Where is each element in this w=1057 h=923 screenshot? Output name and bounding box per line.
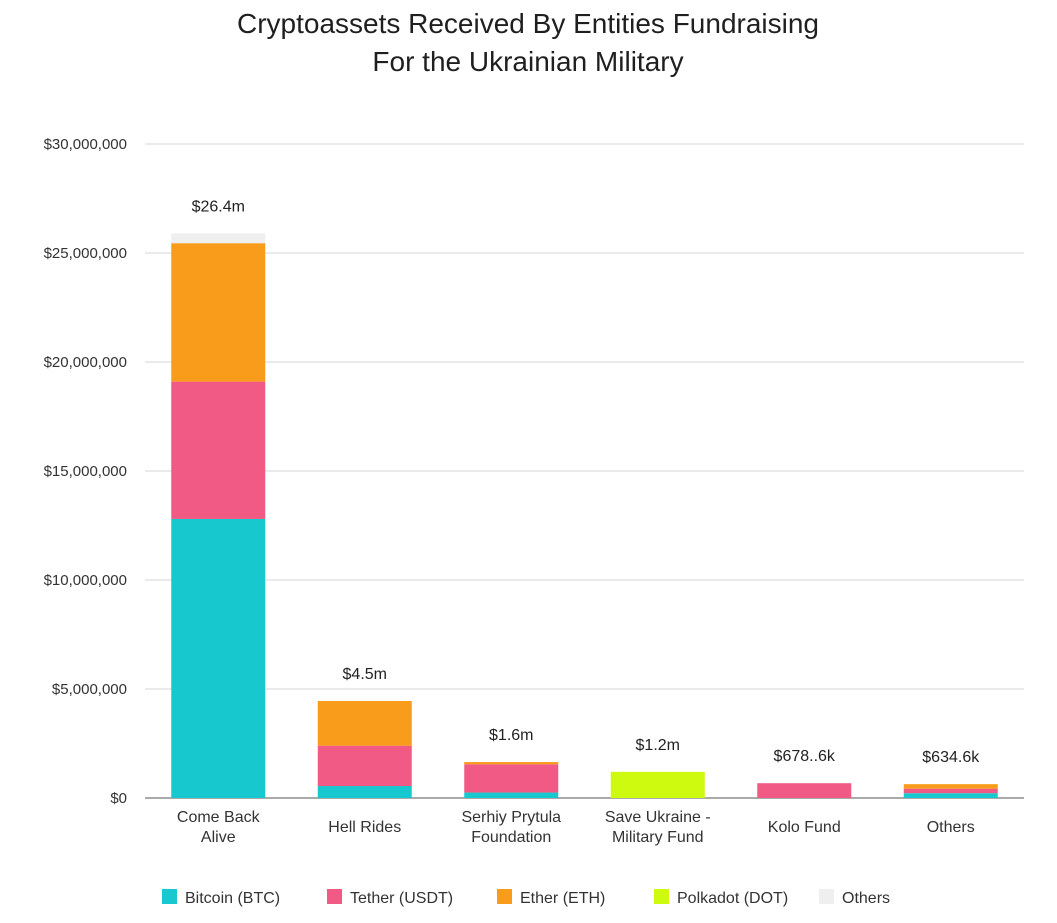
bar-segment-ether-eth <box>171 243 266 382</box>
legend-label: Bitcoin (BTC) <box>185 890 280 907</box>
legend-item-bitcoin-btc: Bitcoin (BTC) <box>162 889 280 907</box>
x-category-label: Save Ukraine - Military Fund <box>605 809 711 846</box>
bar-segment-tether-usdt <box>171 381 266 519</box>
chart-title-line: For the Ukrainian Military <box>372 46 683 77</box>
bar-segment-bitcoin-btc <box>317 786 412 798</box>
y-tick-label: $0 <box>110 790 127 807</box>
bar-total-labels: $26.4m $4.5m $1.6m $1.2m $678..6k $634.6k <box>192 198 981 766</box>
gridlines <box>145 143 1024 799</box>
legend-swatch <box>819 889 834 904</box>
x-category-label: Serhiy Prytula Foundation <box>461 809 561 846</box>
legend: Bitcoin (BTC) Tether (USDT) Ether (ETH) Pol… <box>162 889 890 907</box>
x-category-label: Hell Rides <box>328 819 401 836</box>
bar-total-label: $26.4m <box>192 198 245 215</box>
y-axis-ticks: $0 $5,000,000 $10,000,000 $15,000,000 $20,00… <box>44 136 127 807</box>
bar-segment-ether-eth <box>464 762 559 765</box>
bar-segment-bitcoin-btc <box>464 792 559 798</box>
legend-label: Ether (ETH) <box>520 890 605 907</box>
y-tick-label: $10,000,000 <box>44 572 127 589</box>
bar-segment-ether-eth <box>317 700 412 746</box>
x-category-label-line: Serhiy Prytula <box>461 809 561 826</box>
bar-total-label: $1.2m <box>636 737 680 754</box>
x-category-label-line: Hell Rides <box>328 819 401 836</box>
bar-segment-others <box>171 233 266 244</box>
y-tick-label: $5,000,000 <box>52 681 127 698</box>
x-category-label-line: Others <box>927 819 975 836</box>
bar-total-label: $1.6m <box>489 727 533 744</box>
x-category-label: Others <box>927 819 975 836</box>
legend-swatch <box>162 889 177 904</box>
bar-segment-polkadot-dot <box>610 771 705 798</box>
x-category-label-line: Military Fund <box>612 829 704 846</box>
legend-label: Tether (USDT) <box>350 890 453 907</box>
bar-segment-tether-usdt <box>903 788 998 794</box>
y-tick-label: $15,000,000 <box>44 463 127 480</box>
chart-title-line: Cryptoassets Received By Entities Fundra… <box>237 8 819 39</box>
x-axis-category-labels: Come Back Alive Hell Rides Serhiy Prytula Fo… <box>177 809 975 846</box>
y-tick-label: $25,000,000 <box>44 245 127 262</box>
x-category-label: Come Back Alive <box>177 809 261 846</box>
legend-label: Others <box>842 890 890 907</box>
chart-title: Cryptoassets Received By Entities Fundra… <box>237 8 819 77</box>
legend-item-tether-usdt: Tether (USDT) <box>327 889 453 907</box>
x-category-label: Kolo Fund <box>768 819 841 836</box>
x-category-label-line: Alive <box>201 829 236 846</box>
legend-swatch <box>497 889 512 904</box>
legend-label: Polkadot (DOT) <box>677 890 788 907</box>
bar-segment-ether-eth <box>903 784 998 789</box>
legend-swatch <box>327 889 342 904</box>
x-category-label-line: Come Back <box>177 809 261 826</box>
x-category-label-line: Save Ukraine - <box>605 809 711 826</box>
bar-segment-tether-usdt <box>317 745 412 787</box>
bar-segment-bitcoin-btc <box>171 518 266 798</box>
bars <box>171 233 998 798</box>
bar-segment-tether-usdt <box>757 783 852 798</box>
x-category-label-line: Kolo Fund <box>768 819 841 836</box>
legend-swatch <box>654 889 669 904</box>
bar-total-label: $4.5m <box>343 666 387 683</box>
bar-segment-tether-usdt <box>464 764 559 793</box>
legend-item-others: Others <box>819 889 890 907</box>
bar-total-label: $678..6k <box>774 748 836 765</box>
y-tick-label: $30,000,000 <box>44 136 127 153</box>
legend-item-ether-eth: Ether (ETH) <box>497 889 605 907</box>
y-tick-label: $20,000,000 <box>44 354 127 371</box>
x-category-label-line: Foundation <box>471 829 551 846</box>
legend-item-polkadot-dot: Polkadot (DOT) <box>654 889 788 907</box>
bar-segment-bitcoin-btc <box>903 793 998 798</box>
bar-total-label: $634.6k <box>922 749 980 766</box>
